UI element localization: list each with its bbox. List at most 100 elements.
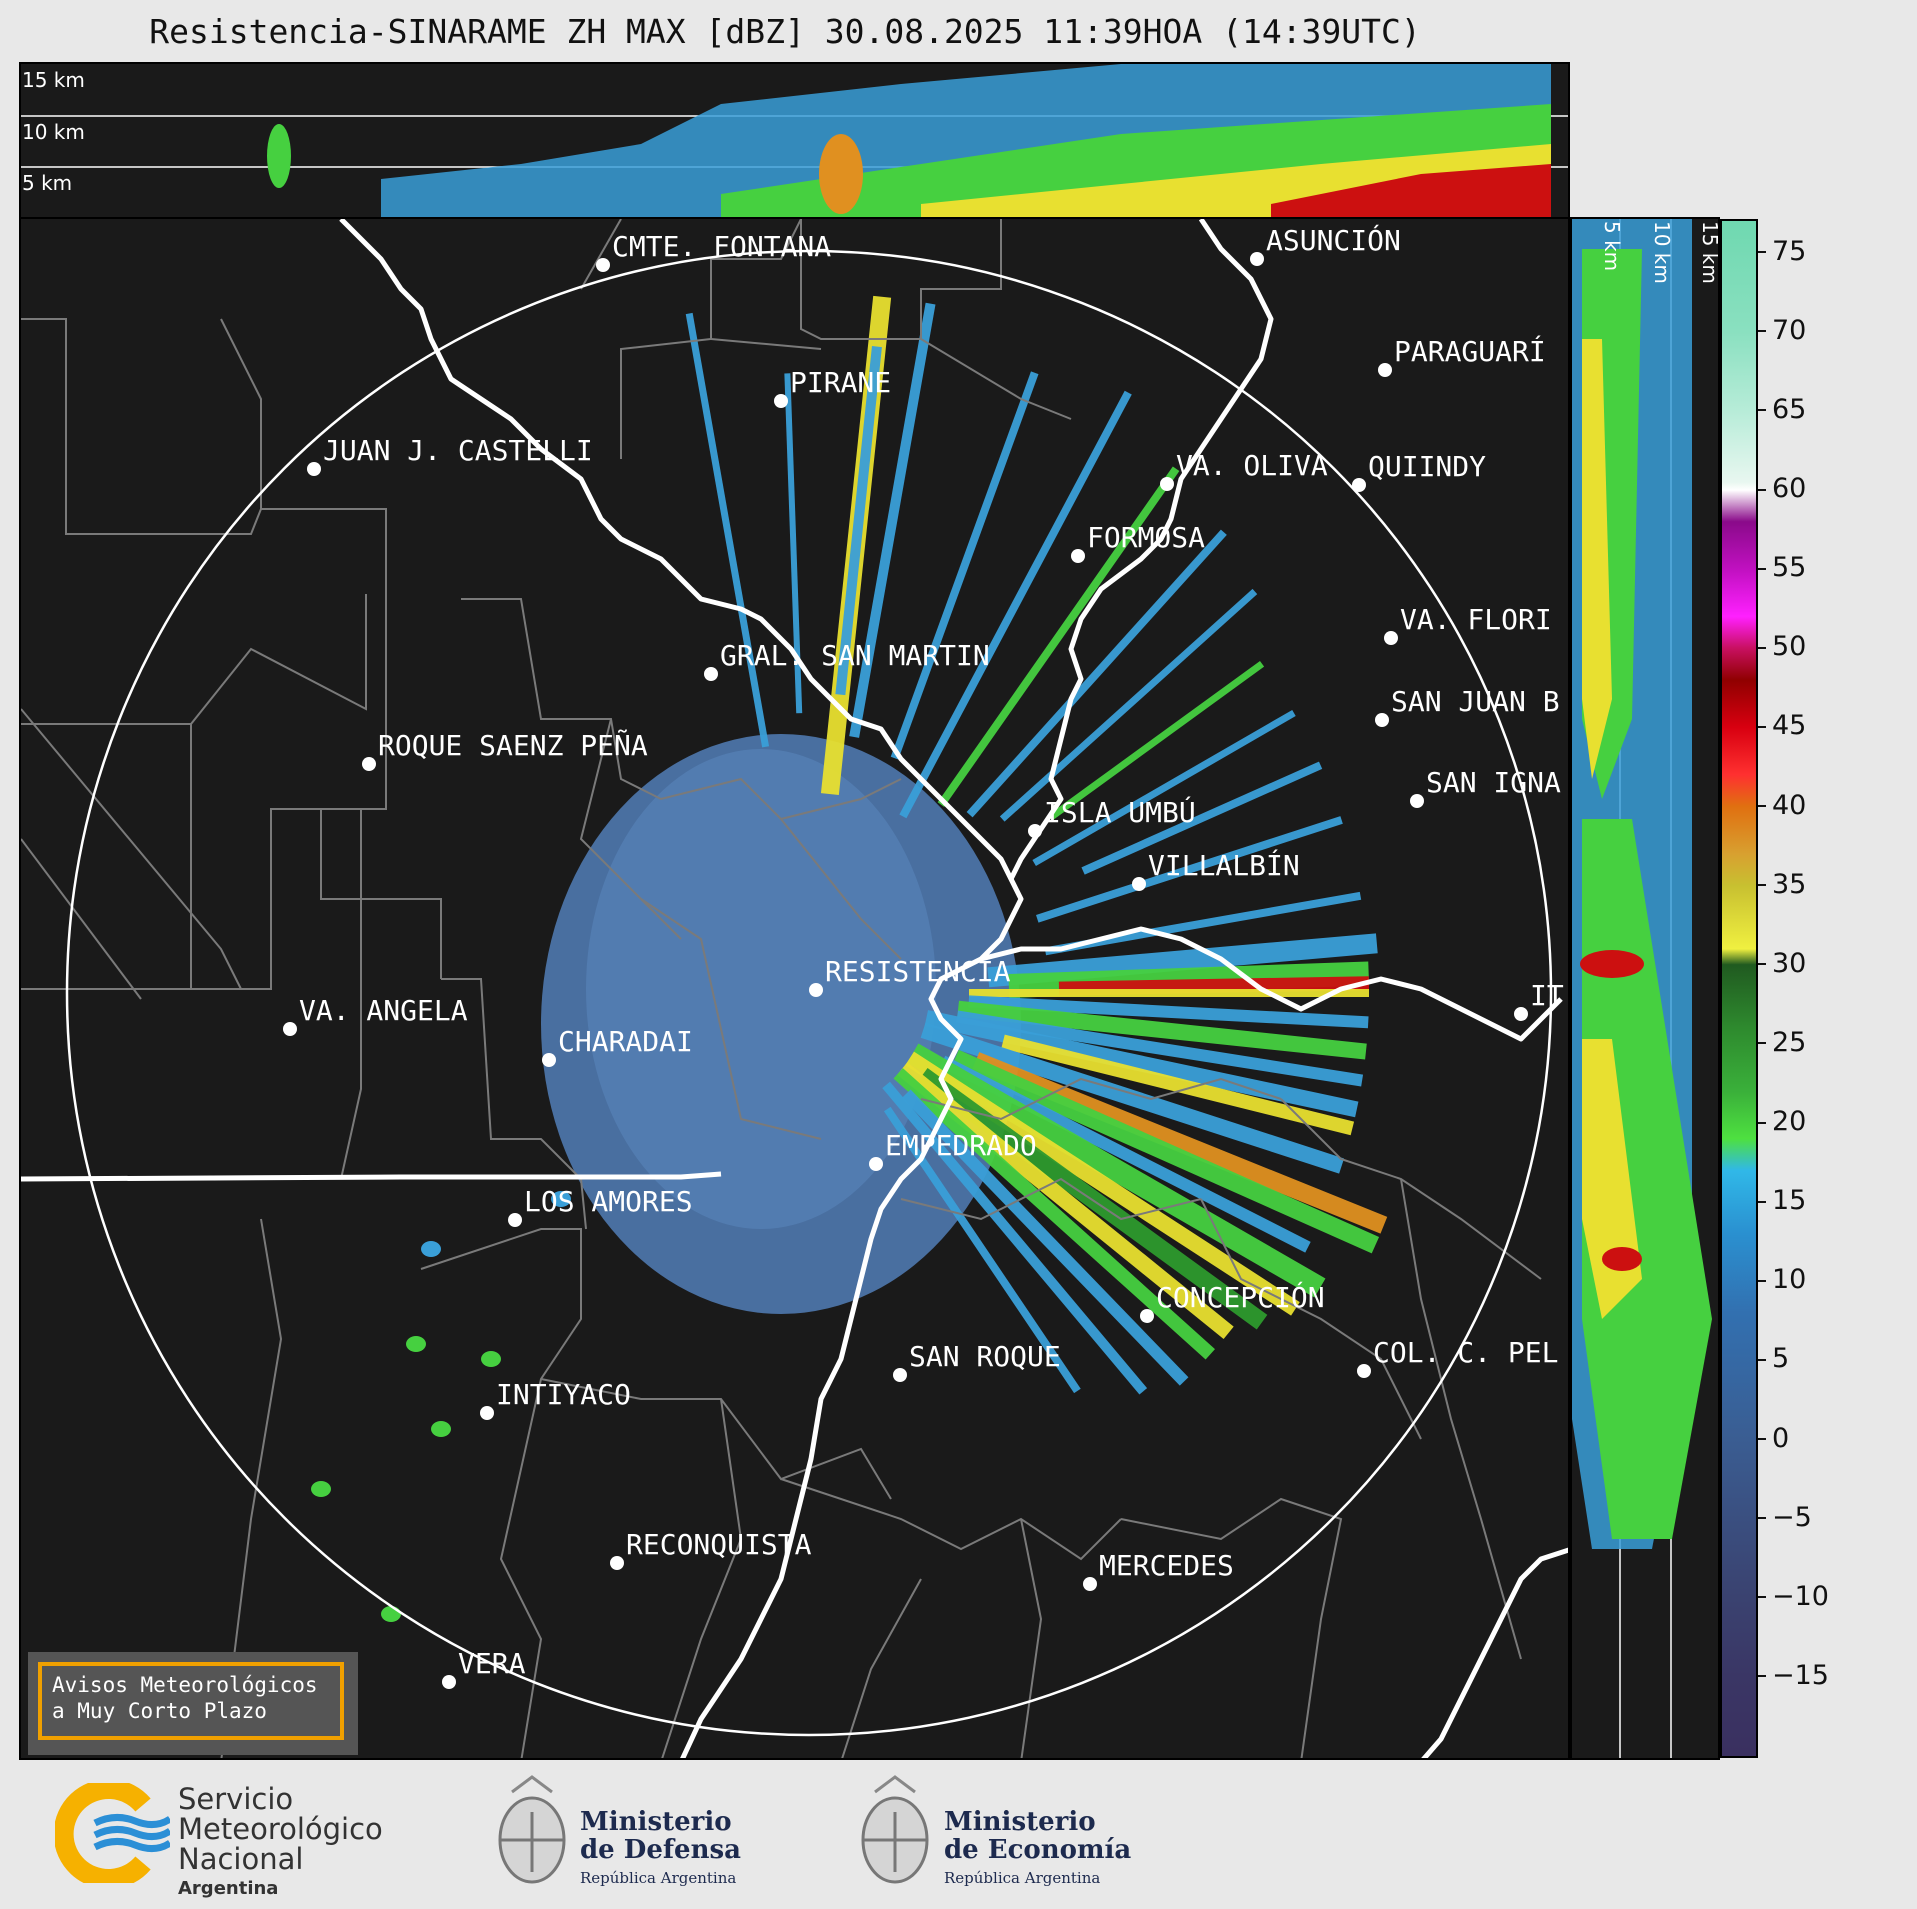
- colorbar-tick: 60: [1757, 473, 1806, 504]
- height-label-5km: 5 km: [22, 171, 73, 195]
- top-echo-cell: [819, 134, 863, 214]
- echo-ray: [966, 529, 1227, 818]
- city-dot-pirane: [774, 394, 788, 408]
- city-dot-empedrado: [869, 1157, 883, 1171]
- top-height-panel: 15 km 10 km 5 km: [19, 62, 1570, 219]
- city-dot-roque-saenz-pena: [362, 757, 376, 771]
- echo-ray: [835, 346, 882, 696]
- defensa-line-1: Ministerio: [580, 1807, 732, 1837]
- city-label-resistencia: RESISTENCIA: [825, 955, 1011, 988]
- colorbar-tick: 70: [1757, 315, 1806, 346]
- city-label-los-amores: LOS AMORES: [524, 1185, 693, 1218]
- city-dot-san-roque: [893, 1368, 907, 1382]
- city-dot-ita: [1514, 1007, 1528, 1021]
- city-label-concepcion: CONCEPCIÓN: [1156, 1281, 1325, 1314]
- echo-ray: [890, 371, 1039, 760]
- city-label-san-juan-b: SAN JUAN B: [1391, 685, 1560, 718]
- city-label-intiyaco: INTIYACO: [496, 1378, 631, 1411]
- city-dot-resistencia: [809, 983, 823, 997]
- top-echo-red: [1271, 164, 1551, 217]
- range-ring: [65, 249, 1553, 1737]
- colorbar-tick: −10: [1758, 1581, 1829, 1612]
- defensa-line-3: República Argentina: [580, 1869, 737, 1887]
- height-label-10km: 10 km: [22, 120, 85, 144]
- echo-cell: [381, 1606, 401, 1622]
- side-echo-yellow: [1582, 339, 1612, 779]
- alert-box-inner: Avisos Meteorológicos a Muy Corto Plazo: [38, 1662, 344, 1740]
- echo-ray: [1032, 709, 1296, 867]
- echo-cell: [481, 1351, 501, 1367]
- echo-ray: [1001, 1034, 1355, 1136]
- smn-line-3: Nacional: [178, 1842, 304, 1876]
- page-title: Resistencia-SINARAME ZH MAX [dBZ] 30.08.…: [149, 12, 1421, 51]
- colorbar-tick: 30: [1757, 948, 1806, 979]
- city-label-quiindy: QUIINDY: [1368, 450, 1487, 483]
- city-dot-vera: [442, 1675, 456, 1689]
- echo-ray: [883, 1106, 1081, 1394]
- echo-ray: [849, 302, 936, 738]
- city-dot-intiyaco: [480, 1406, 494, 1420]
- echo-ray: [882, 1081, 1148, 1395]
- top-echo-cell: [267, 124, 291, 188]
- colorbar-tick: 20: [1757, 1106, 1806, 1137]
- city-label-villalbin: VILLALBÍN: [1148, 849, 1300, 882]
- city-label-va-florida: VA. FLORI: [1400, 603, 1552, 636]
- echo-ray: [899, 390, 1132, 819]
- city-label-col-c-pellegrini: COL. C. PEL: [1373, 1336, 1559, 1369]
- city-dot-va-angela: [283, 1022, 297, 1036]
- clutter-echo-core: [586, 749, 936, 1229]
- echo-ray: [1081, 761, 1323, 875]
- city-dot-gral-san-martin: [704, 667, 718, 681]
- city-dot-los-amores: [508, 1213, 522, 1227]
- echo-ray: [1036, 816, 1343, 923]
- defensa-line-2: de Defensa: [580, 1835, 741, 1865]
- city-dot-formosa: [1071, 549, 1085, 563]
- side-echo-red2: [1602, 1247, 1642, 1271]
- economia-seal-icon: [861, 1775, 929, 1884]
- economia-line-3: República Argentina: [944, 1869, 1101, 1887]
- echo-ray: [939, 1055, 1311, 1253]
- echo-ray: [920, 1022, 1345, 1174]
- echo-ray: [897, 1062, 1234, 1340]
- colorbar-tick: 15: [1757, 1185, 1806, 1216]
- echo-cell: [551, 1191, 571, 1207]
- city-label-ita: IT: [1530, 979, 1564, 1012]
- city-dot-paraguari: [1378, 363, 1392, 377]
- city-dot-asuncion: [1250, 252, 1264, 266]
- alert-box[interactable]: Avisos Meteorológicos a Muy Corto Plazo: [28, 1652, 358, 1755]
- echo-ray: [1058, 976, 1370, 996]
- radar-map-graphics: [21, 219, 1568, 1758]
- top-panel-graphics: [21, 64, 1568, 217]
- side-label-5km: 5 km: [1600, 221, 1624, 272]
- economia-logo-text: Ministerio de Economía República Argenti…: [944, 1808, 1131, 1892]
- city-dot-isla-umbu: [1028, 824, 1042, 838]
- colorbar-tick: 50: [1757, 631, 1806, 662]
- echo-ray: [905, 1051, 1300, 1316]
- city-label-san-roque: SAN ROQUE: [909, 1340, 1061, 1373]
- city-dot-cmte-fontana: [596, 258, 610, 272]
- smn-logo-icon: [55, 1783, 170, 1883]
- radar-map[interactable]: CMTE. FONTANA PIRANE JUAN J. CASTELLI ASUNC…: [19, 217, 1570, 1760]
- city-label-asuncion: ASUNCIÓN: [1266, 224, 1401, 257]
- smn-line-1: Servicio: [178, 1782, 294, 1816]
- economia-line-2: de Economía: [944, 1835, 1132, 1865]
- defensa-logo-text: Ministerio de Defensa República Argentin…: [580, 1808, 741, 1892]
- city-label-san-ignacio: SAN IGNA: [1426, 766, 1561, 799]
- colorbar-tick: −5: [1758, 1502, 1812, 1533]
- echo-ray: [987, 933, 1378, 988]
- colorbar-tick: 5: [1757, 1343, 1789, 1374]
- echo-cell: [406, 1336, 426, 1352]
- colorbar-tick: 55: [1757, 552, 1806, 583]
- side-height-panel: 5 km 10 km 15 km: [1570, 217, 1720, 1760]
- city-dot-va-florida: [1384, 631, 1398, 645]
- echo-ray: [924, 1010, 1359, 1118]
- city-label-vera: VERA: [458, 1647, 526, 1680]
- echo-ray: [937, 466, 1180, 807]
- echo-ray: [951, 1049, 1380, 1254]
- echo-ray: [968, 995, 1369, 1029]
- city-dot-juan-j-castelli: [307, 462, 321, 476]
- colorbar-tick: 75: [1757, 236, 1806, 267]
- echo-ray: [907, 1043, 1326, 1298]
- city-label-isla-umbu: ISLA UMBÚ: [1044, 796, 1196, 829]
- echo-cell: [311, 1481, 331, 1497]
